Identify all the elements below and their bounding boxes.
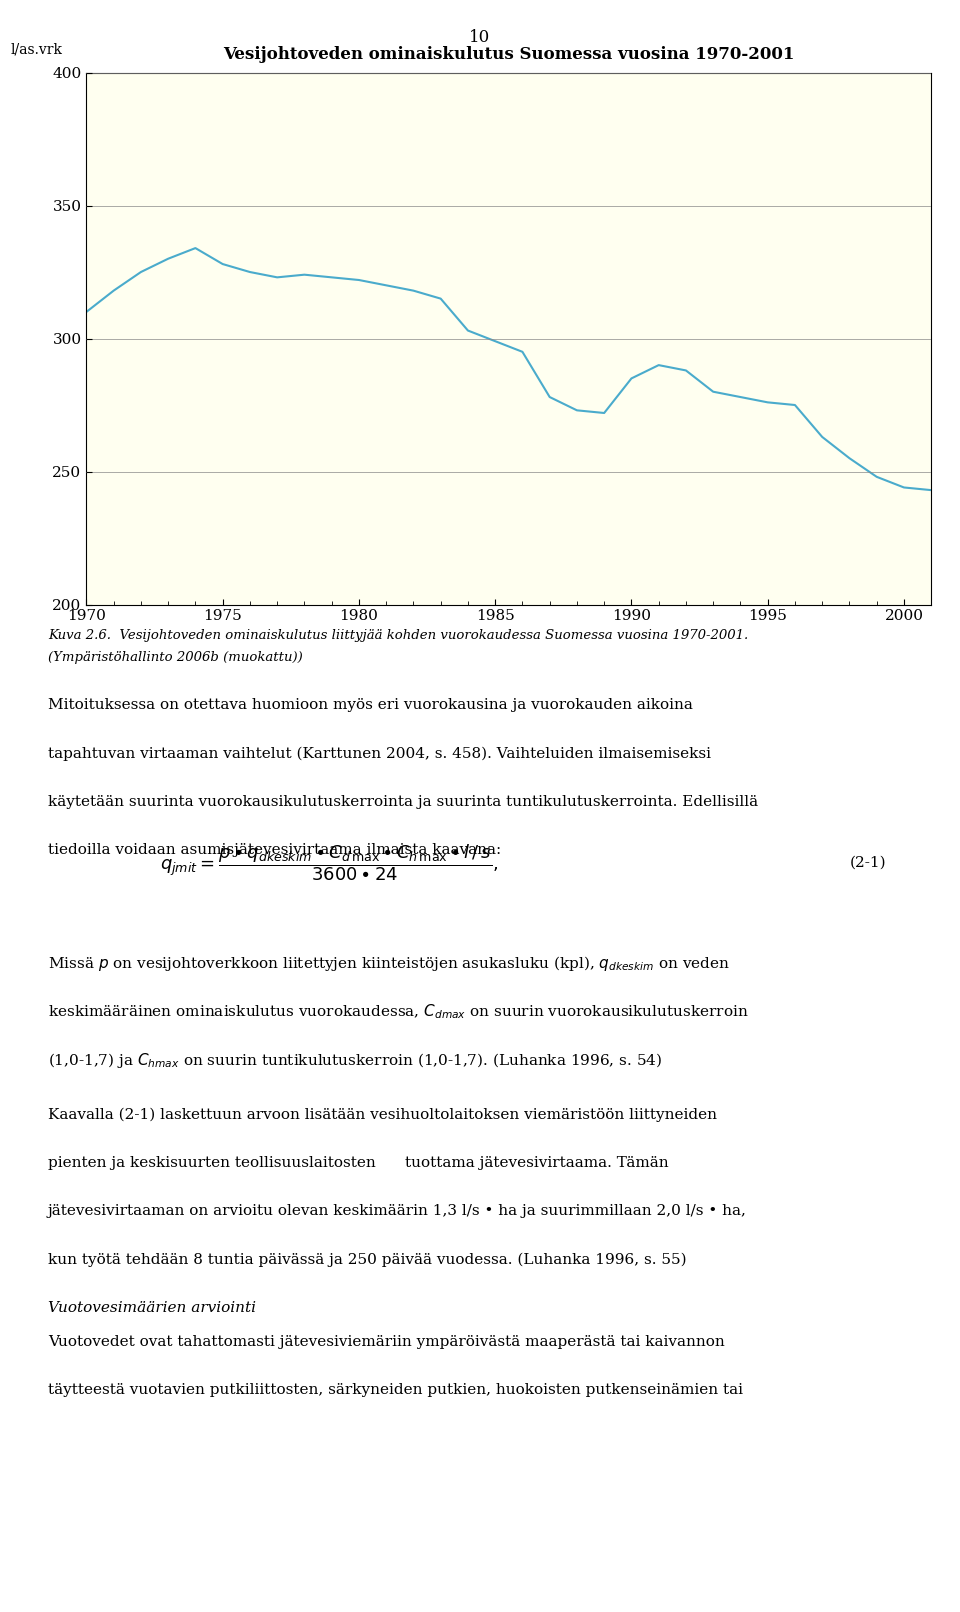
Text: tiedoilla voidaan asumisjätevesivirtaama ilmaista kaavana:: tiedoilla voidaan asumisjätevesivirtaama… [48, 843, 501, 858]
Text: tapahtuvan virtaaman vaihtelut (Karttunen 2004, s. 458). Vaihteluiden ilmaisemis: tapahtuvan virtaaman vaihtelut (Karttune… [48, 746, 711, 761]
Text: Mitoituksessa on otettava huomioon myös eri vuorokausina ja vuorokauden aikoina: Mitoituksessa on otettava huomioon myös … [48, 698, 693, 713]
Text: $q_{jmit} = \dfrac{p\,{\bullet}\,q_{dkeskim}\,{\bullet}\,C_{d\,\mathrm{max}}\,{\: $q_{jmit} = \dfrac{p\,{\bullet}\,q_{dkes… [160, 841, 498, 883]
Text: Vuotovedet ovat tahattomasti jätevesiviemäriin ympäröivästä maaperästä tai kaiva: Vuotovedet ovat tahattomasti jätevesivie… [48, 1335, 725, 1349]
Text: (2-1): (2-1) [850, 856, 886, 869]
Text: Kaavalla (2-1) laskettuun arvoon lisätään vesihuoltolaitoksen viemäristöön liitt: Kaavalla (2-1) laskettuun arvoon lisätää… [48, 1107, 717, 1122]
Text: jätevesivirtaaman on arvioitu olevan keskimäärin 1,3 l/s • ha ja suurimmillaan 2: jätevesivirtaaman on arvioitu olevan kes… [48, 1204, 747, 1219]
Text: (1,0-1,7) ja $C_{hmax}$ on suurin tuntikulutuskerroin (1,0-1,7). (Luhanka 1996, : (1,0-1,7) ja $C_{hmax}$ on suurin tuntik… [48, 1051, 662, 1070]
Text: Missä $p$ on vesijohtoverkkoon liitettyjen kiinteistöjen asukasluku (kpl), $q_{d: Missä $p$ on vesijohtoverkkoon liitettyj… [48, 954, 731, 974]
Text: kun työtä tehdään 8 tuntia päivässä ja 250 päivää vuodessa. (Luhanka 1996, s. 55: kun työtä tehdään 8 tuntia päivässä ja 2… [48, 1253, 686, 1267]
Text: täytteestä vuotavien putkiliittosten, särkyneiden putkien, huokoisten putkensein: täytteestä vuotavien putkiliittosten, sä… [48, 1383, 743, 1398]
Text: keskimääräinen ominaiskulutus vuorokaudessa, $C_{dmax}$ on suurin vuorokausikulu: keskimääräinen ominaiskulutus vuorokaude… [48, 1003, 749, 1022]
Text: 10: 10 [469, 29, 491, 47]
Text: pienten ja keskisuurten teollisuuslaitosten      tuottama jätevesivirtaama. Tämä: pienten ja keskisuurten teollisuuslaitos… [48, 1156, 668, 1170]
Text: Kuva 2.6.  Vesijohtoveden ominaiskulutus liittyjää kohden vuorokaudessa Suomessa: Kuva 2.6. Vesijohtoveden ominaiskulutus … [48, 629, 748, 642]
Text: (Ympäristöhallinto 2006b (muokattu)): (Ympäristöhallinto 2006b (muokattu)) [48, 651, 302, 664]
Text: l/as.vrk: l/as.vrk [11, 42, 62, 56]
Title: Vesijohtoveden ominaiskulutus Suomessa vuosina 1970-2001: Vesijohtoveden ominaiskulutus Suomessa v… [223, 45, 795, 63]
Text: Vuotovesimäärien arviointi: Vuotovesimäärien arviointi [48, 1301, 256, 1315]
Text: käytetään suurinta vuorokausikulutuskerrointa ja suurinta tuntikulutuskerrointa.: käytetään suurinta vuorokausikulutuskerr… [48, 795, 758, 809]
